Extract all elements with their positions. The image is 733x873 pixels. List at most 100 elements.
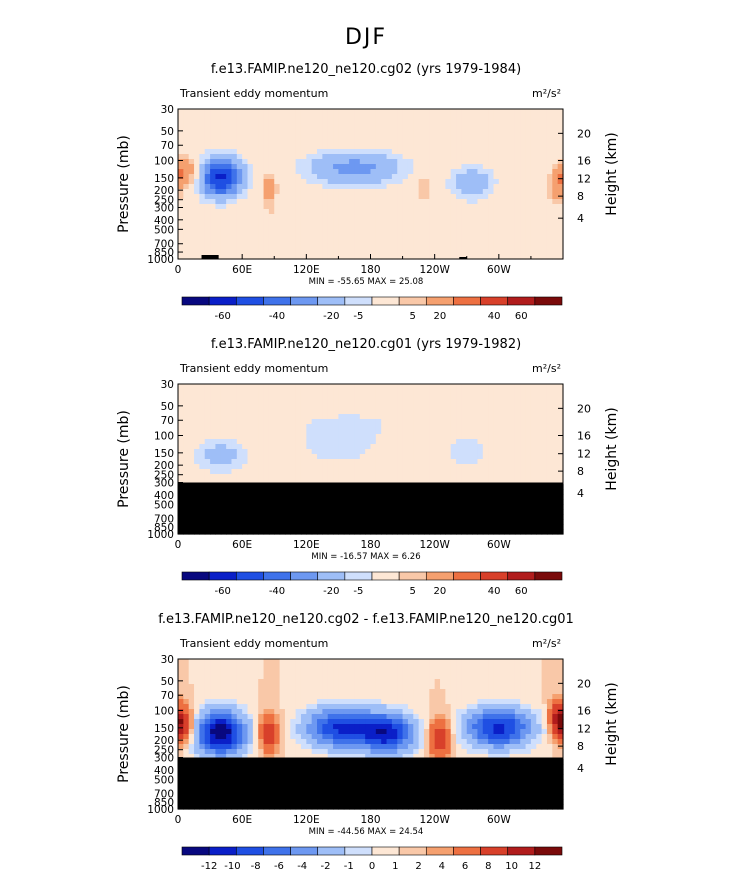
heatmap-cell (418, 229, 425, 235)
heatmap-cell (375, 109, 382, 115)
heatmap-cell (536, 664, 543, 670)
heatmap-cell (183, 229, 190, 235)
heatmap-cell (268, 159, 275, 165)
heatmap-cell (322, 434, 329, 440)
heatmap-cell (343, 234, 350, 240)
heatmap-cell (477, 244, 484, 250)
heatmap-cell (349, 674, 356, 680)
heatmap-cell (477, 199, 484, 205)
heatmap-cell (215, 124, 222, 130)
heatmap-cell (520, 189, 527, 195)
heatmap-cell (498, 404, 505, 410)
heatmap-cell (220, 229, 227, 235)
heatmap-cell (423, 139, 430, 145)
heatmap-cell (370, 174, 377, 180)
heatmap-cell (279, 459, 286, 465)
heatmap-cell (268, 134, 275, 140)
heatmap-cell (514, 429, 521, 435)
heatmap-cell (450, 139, 457, 145)
heatmap-cell (226, 434, 233, 440)
heatmap-cell (317, 114, 323, 120)
colorbar-label: -40 (269, 311, 285, 322)
heatmap-cell (263, 389, 270, 395)
heatmap-cell (520, 389, 527, 395)
heatmap-cell (210, 124, 217, 130)
heatmap-cell (183, 659, 190, 665)
heatmap-cell (300, 664, 307, 670)
heatmap-cell (359, 414, 366, 420)
heatmap-cell (317, 144, 323, 150)
heatmap-cell (391, 159, 398, 165)
heatmap-cell (541, 229, 548, 235)
heatmap-cell (530, 139, 537, 145)
heatmap-cell (365, 199, 372, 205)
heatmap-cell (215, 169, 222, 175)
heatmap-cell (493, 424, 500, 430)
heatmap-cell (418, 674, 425, 680)
heatmap-cell (199, 659, 206, 665)
heatmap-cell (247, 419, 254, 425)
heatmap-cell (552, 459, 559, 465)
heatmap-cell (482, 134, 489, 140)
heatmap-cell (456, 109, 463, 115)
heatmap-cell (413, 254, 420, 260)
heatmap-cell (284, 114, 291, 120)
heatmap-cell (397, 209, 404, 215)
heatmap-cell (466, 424, 473, 430)
heatmap-cell (252, 689, 259, 695)
heatmap-cell (477, 444, 484, 450)
heatmap-cell (482, 479, 489, 485)
heatmap-cell (226, 394, 233, 400)
heatmap-cell (365, 474, 372, 480)
heatmap-cell (440, 234, 446, 240)
heatmap-cell (397, 389, 404, 395)
heatmap-cell (295, 134, 302, 140)
heatmap-cell (290, 149, 297, 155)
heatmap-cell (477, 194, 484, 200)
panel-title: f.e13.FAMIP.ne120_ne120.cg01 (yrs 1979-1… (211, 337, 521, 352)
heatmap-cell (498, 439, 505, 445)
heatmap-cell (210, 204, 217, 210)
heatmap-cell (546, 179, 553, 185)
heatmap-cell (482, 419, 489, 425)
heatmap-cell (456, 474, 463, 480)
heatmap-cell (450, 244, 457, 250)
heatmap-cell (188, 124, 195, 130)
heatmap-cell (482, 199, 489, 205)
heatmap-cell (434, 164, 441, 170)
heatmap-cell (407, 134, 414, 140)
heatmap-cell (456, 444, 463, 450)
heatmap-cell (231, 424, 238, 430)
heatmap-cell (391, 244, 398, 250)
heatmap-cell (220, 129, 227, 135)
heatmap-cell (482, 224, 489, 230)
heatmap-cell (242, 234, 249, 240)
heatmap-cell (311, 659, 318, 665)
heatmap-cell (450, 659, 457, 665)
colorbar-swatch (317, 571, 346, 581)
heatmap-cell (183, 464, 190, 470)
heatmap-cell (472, 474, 479, 480)
heatmap-cell (183, 444, 190, 450)
pressure-tick-label: 500 (154, 224, 174, 236)
heatmap-cell (252, 684, 259, 690)
heatmap-cell (183, 419, 190, 425)
heatmap-cell (226, 134, 233, 140)
heatmap-cell (226, 659, 233, 665)
heatmap-cell (546, 144, 553, 150)
heatmap-cell (279, 169, 286, 175)
heatmap-cell (349, 194, 356, 200)
heatmap-cell (461, 449, 468, 455)
heatmap-cell (472, 144, 479, 150)
heatmap-cell (252, 154, 259, 160)
heatmap-cell (381, 689, 388, 695)
heatmap-cell (498, 184, 505, 190)
heatmap-cell (268, 674, 275, 680)
heatmap-cell (354, 424, 361, 430)
heatmap-cell (413, 404, 420, 410)
heatmap-cell (247, 134, 254, 140)
heatmap-cell (322, 669, 329, 675)
heatmap-cell (338, 129, 345, 135)
heatmap-cell (354, 214, 361, 220)
heatmap-cell (365, 234, 372, 240)
